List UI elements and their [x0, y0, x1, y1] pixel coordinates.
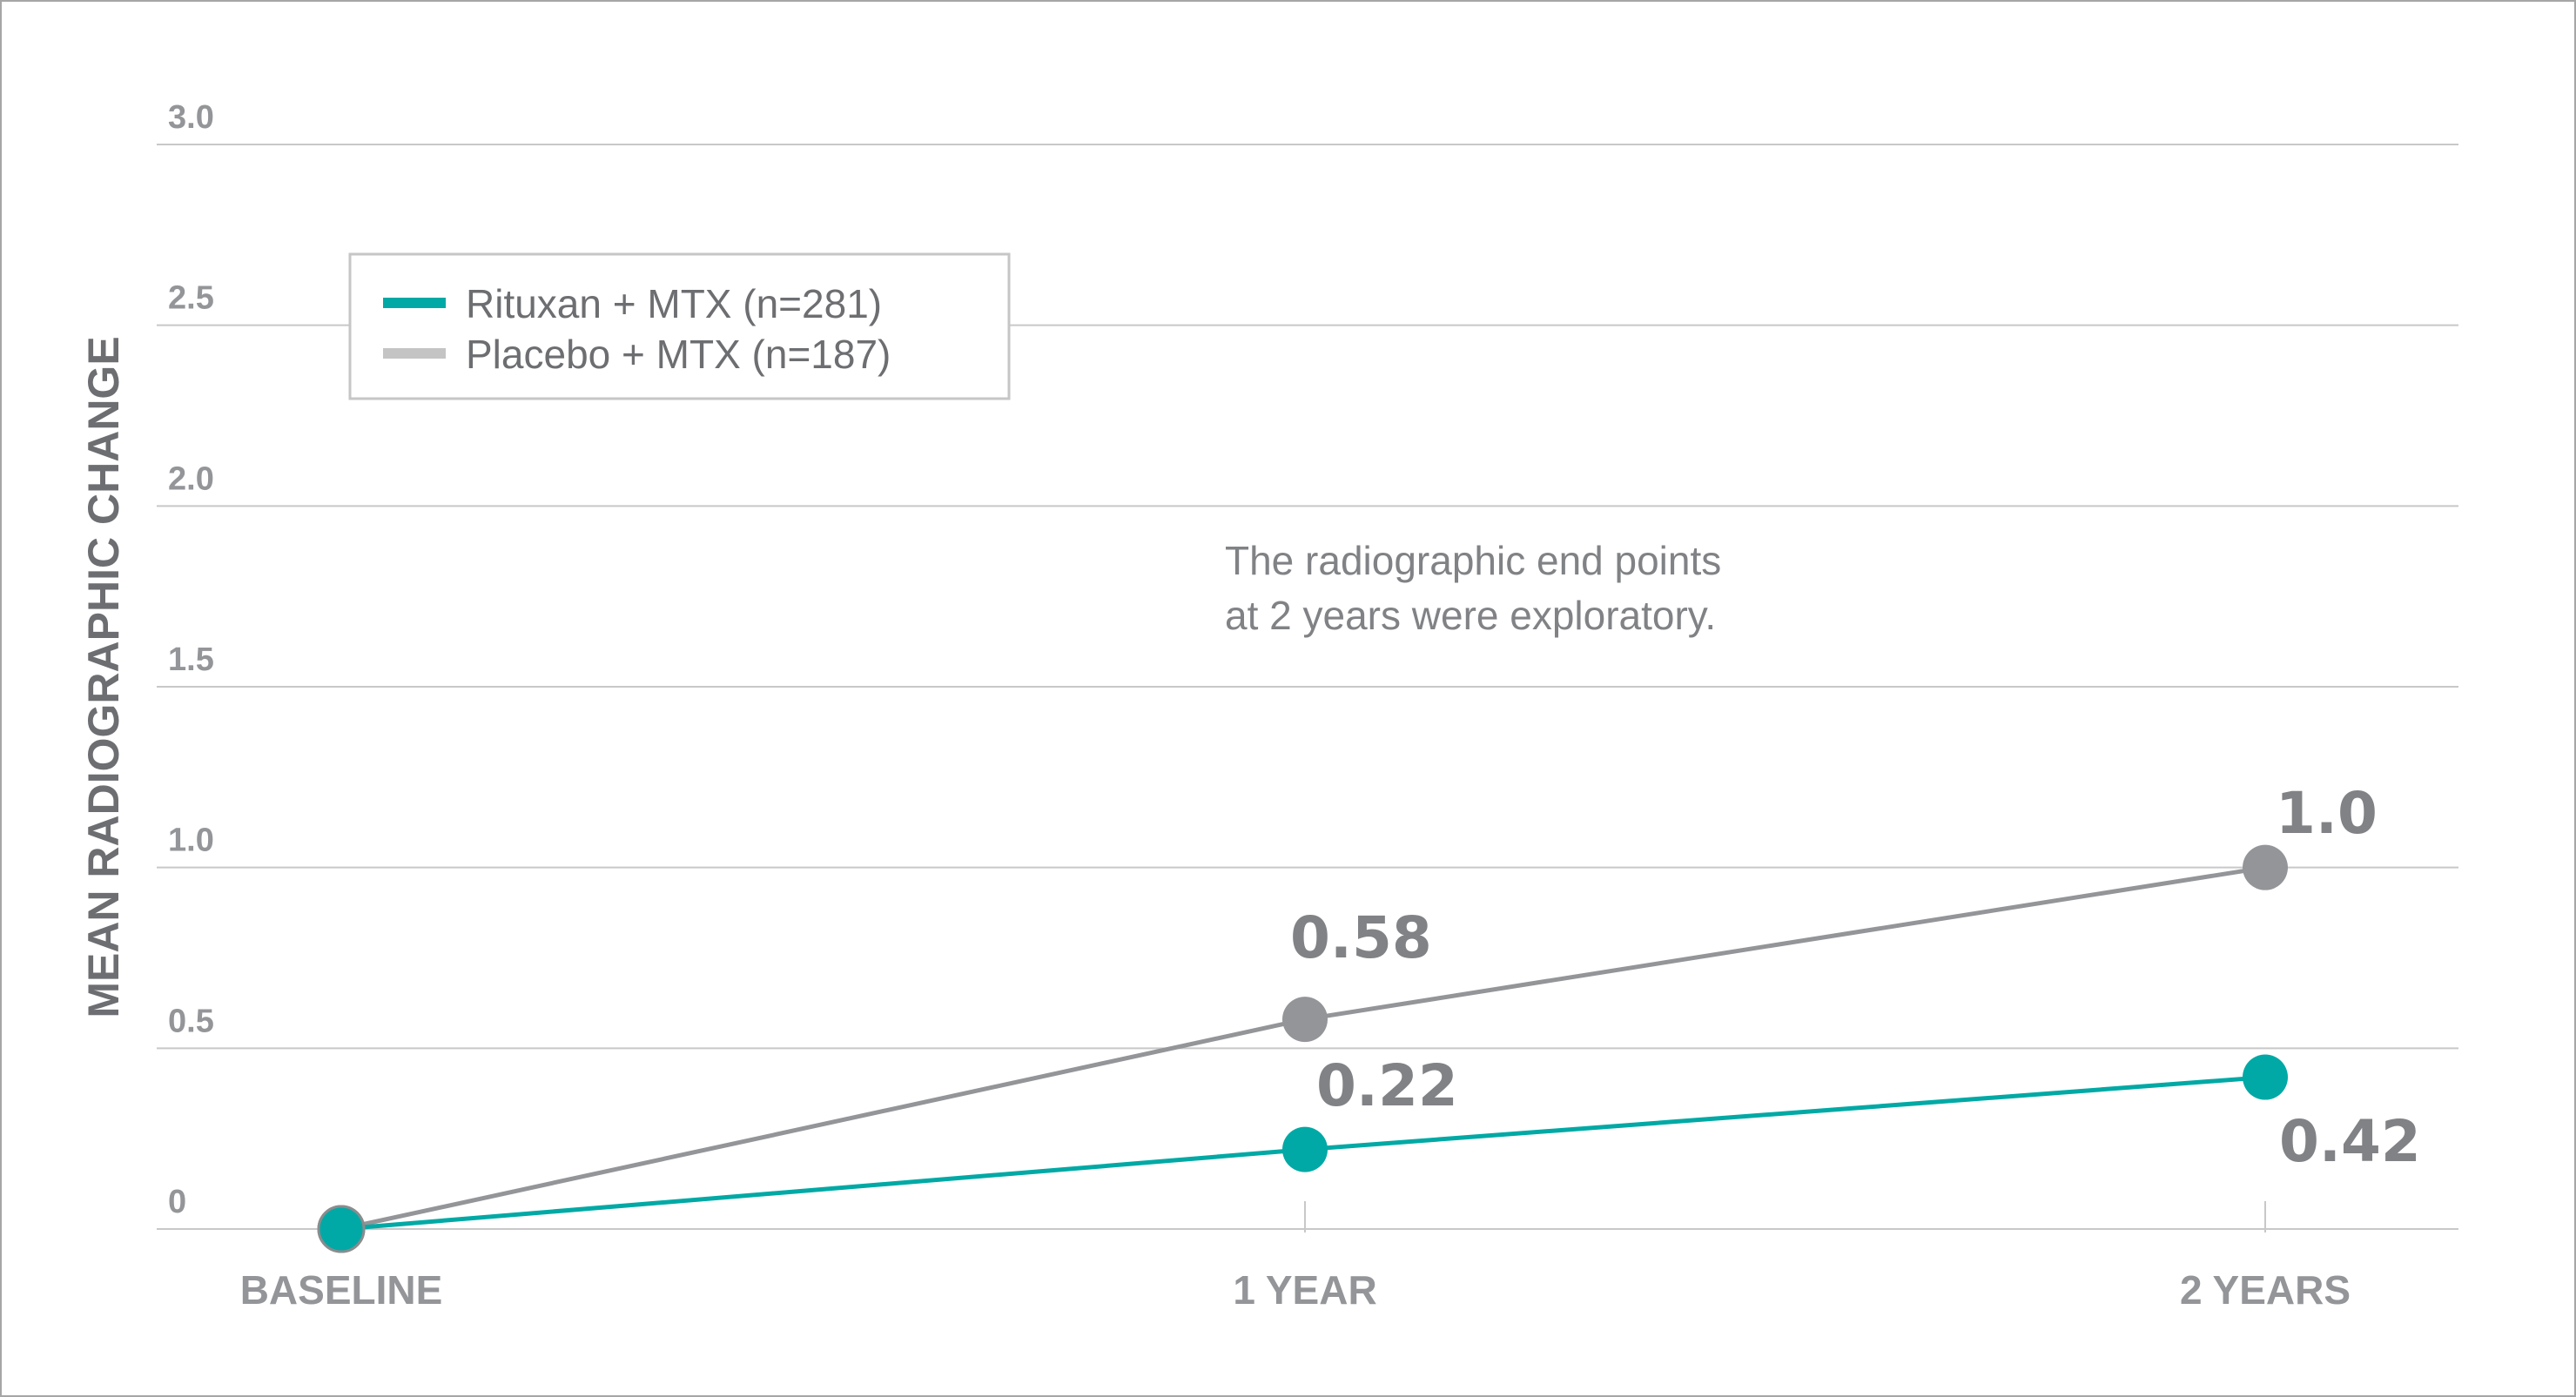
y-tick-label-1: 0.5	[168, 1003, 214, 1039]
y-tick-label-2: 1.0	[168, 823, 214, 859]
x-tick-label-1: 1 YEAR	[1233, 1267, 1376, 1313]
legend: Rituxan + MTX (n=281) Placebo + MTX (n=1…	[348, 252, 1011, 400]
y-tick-label-5: 2.5	[168, 280, 214, 317]
data-label-0-1: 0.22	[1316, 1052, 1458, 1119]
x-tick-label-2: 2 YEARS	[2180, 1267, 2351, 1313]
annotation-line-2: at 2 years were exploratory.	[1225, 593, 1716, 638]
data-point-1-2	[2243, 844, 2288, 890]
data-label-1-1: 0.58	[1290, 904, 1432, 971]
legend-label-placebo: Placebo + MTX (n=187)	[466, 332, 891, 377]
series-group	[317, 844, 2288, 1253]
y-tick-label-0: 0	[168, 1184, 186, 1220]
chart-annotation: The radiographic end points at 2 years w…	[1225, 538, 1721, 638]
legend-swatch-rituxan	[383, 298, 446, 308]
x-tick-label-0: BASELINE	[240, 1267, 443, 1313]
legend-swatch-placebo	[383, 348, 446, 359]
data-label-1-2: 1.0	[2276, 780, 2378, 847]
x-axis-ticks: BASELINE 1 YEAR 2 YEARS	[240, 1201, 2351, 1313]
data-point-1-1	[1282, 997, 1328, 1043]
data-point-0-1	[1282, 1126, 1328, 1172]
y-axis-label: MEAN RADIOGRAPHIC CHANGE	[79, 336, 128, 1018]
legend-box	[348, 252, 1011, 400]
data-labels: 0.22 0.42 0.58 1.0	[1290, 780, 2421, 1175]
annotation-line-1: The radiographic end points	[1225, 538, 1721, 583]
y-tick-label-3: 1.5	[168, 641, 214, 678]
legend-label-rituxan: Rituxan + MTX (n=281)	[466, 281, 882, 326]
y-axis-ticks: 0 0.5 1.0 1.5 2.0 2.5 3.0	[168, 99, 214, 1220]
y-tick-label-4: 2.0	[168, 460, 214, 497]
data-point-0-0	[317, 1205, 366, 1253]
y-tick-label-6: 3.0	[168, 99, 214, 136]
data-point-0-2	[2243, 1054, 2288, 1100]
data-label-0-2: 0.42	[2279, 1108, 2421, 1175]
